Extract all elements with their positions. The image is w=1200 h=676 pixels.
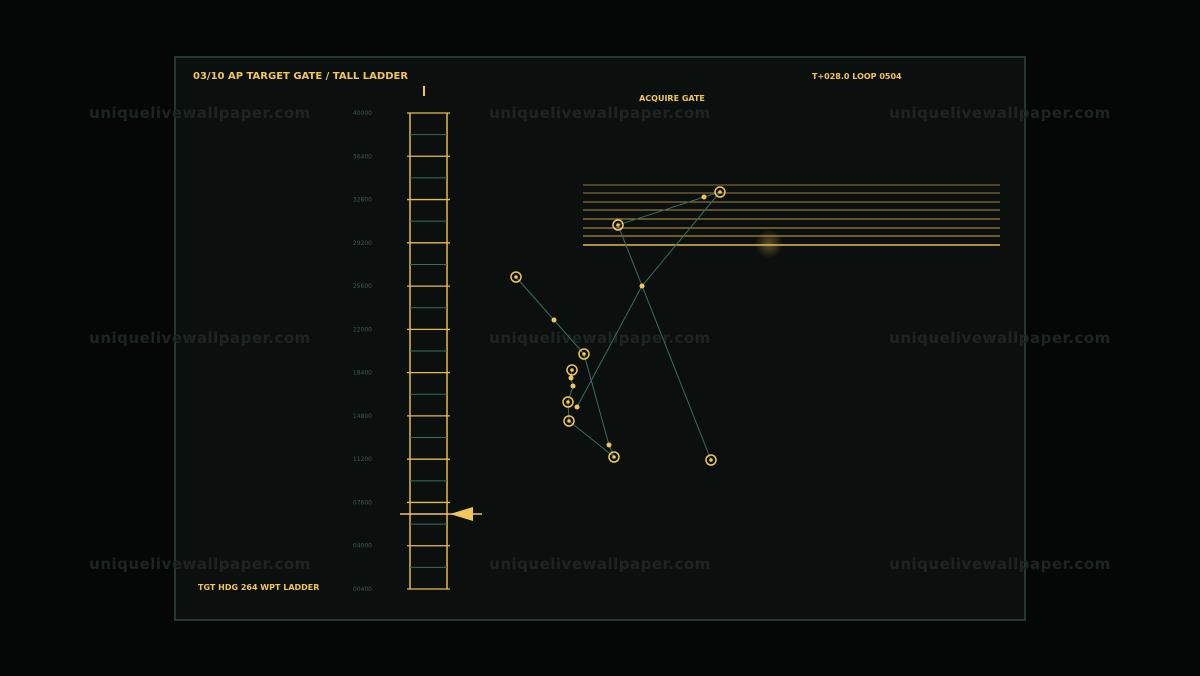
watermarks: uniquelivewallpaper.com uniquelivewallpa… bbox=[89, 104, 1111, 573]
ladder-label: 00400 bbox=[353, 586, 372, 593]
waypoint-core bbox=[709, 458, 713, 462]
panel bbox=[174, 56, 1026, 621]
watermark: uniquelivewallpaper.com bbox=[489, 104, 711, 122]
waypoint-core bbox=[616, 223, 620, 227]
ladder-label: 07600 bbox=[353, 499, 372, 506]
ladder-label: 18400 bbox=[353, 370, 372, 377]
gate-lines bbox=[583, 184, 1000, 246]
waypoint-dot bbox=[574, 404, 580, 410]
waypoint-core bbox=[582, 352, 586, 356]
watermark: uniquelivewallpaper.com bbox=[889, 555, 1111, 573]
title: 03/10 AP TARGET GATE / TALL LADDER bbox=[193, 71, 408, 82]
ladder-label: 22000 bbox=[353, 326, 372, 333]
track bbox=[568, 420, 615, 458]
waypoint-ring bbox=[705, 454, 717, 466]
glow bbox=[755, 230, 783, 258]
ladder-label: 32800 bbox=[353, 197, 372, 204]
ladder-label: 14800 bbox=[353, 413, 372, 420]
waypoint-core bbox=[514, 275, 518, 279]
waypoint-core bbox=[566, 400, 570, 404]
watermark: uniquelivewallpaper.com bbox=[89, 104, 311, 122]
ladder-label: 25600 bbox=[353, 283, 372, 290]
watermark: uniquelivewallpaper.com bbox=[89, 329, 311, 347]
waypoints bbox=[510, 186, 726, 466]
waypoint-ring bbox=[562, 396, 574, 408]
waypoint-core bbox=[570, 368, 574, 372]
watermark: uniquelivewallpaper.com bbox=[489, 555, 711, 573]
waypoint-dot bbox=[551, 317, 557, 323]
gate-label: ACQUIRE GATE bbox=[639, 94, 705, 103]
arrow bbox=[400, 507, 482, 521]
waypoint-ring bbox=[566, 364, 578, 376]
status: T+028.0 LOOP 0504 bbox=[812, 72, 902, 81]
waypoint-ring bbox=[608, 451, 620, 463]
track bbox=[617, 224, 712, 461]
watermark: uniquelivewallpaper.com bbox=[489, 329, 711, 347]
watermark: uniquelivewallpaper.com bbox=[89, 555, 311, 573]
waypoint-dot bbox=[570, 383, 576, 389]
ladder-label: 11200 bbox=[353, 456, 372, 463]
footer-label: TGT HDG 264 WPT LADDER bbox=[198, 583, 319, 592]
waypoint-ring bbox=[714, 186, 726, 198]
waypoint-ring bbox=[612, 219, 624, 231]
waypoint-dot bbox=[639, 283, 645, 289]
waypoint-core bbox=[612, 455, 616, 459]
ladder: 40000 36400 32800 29200 25600 22000 18400 14800… bbox=[353, 110, 450, 593]
waypoint-ring bbox=[563, 415, 575, 427]
watermark: uniquelivewallpaper.com bbox=[889, 104, 1111, 122]
waypoint-core bbox=[567, 419, 571, 423]
waypoint-dot bbox=[606, 442, 612, 448]
ladder-label: 29200 bbox=[353, 240, 372, 247]
ladder-label: 04000 bbox=[353, 543, 372, 550]
waypoint-ring bbox=[510, 271, 522, 283]
ladder-label: 36400 bbox=[353, 153, 372, 160]
arrow-head bbox=[450, 507, 473, 521]
watermark: uniquelivewallpaper.com bbox=[889, 329, 1111, 347]
waypoint-dot bbox=[701, 194, 707, 200]
waypoint-core bbox=[718, 190, 722, 194]
ladder-label: 40000 bbox=[353, 110, 372, 117]
waypoint-dot bbox=[568, 375, 574, 381]
waypoint-ring bbox=[578, 348, 590, 360]
